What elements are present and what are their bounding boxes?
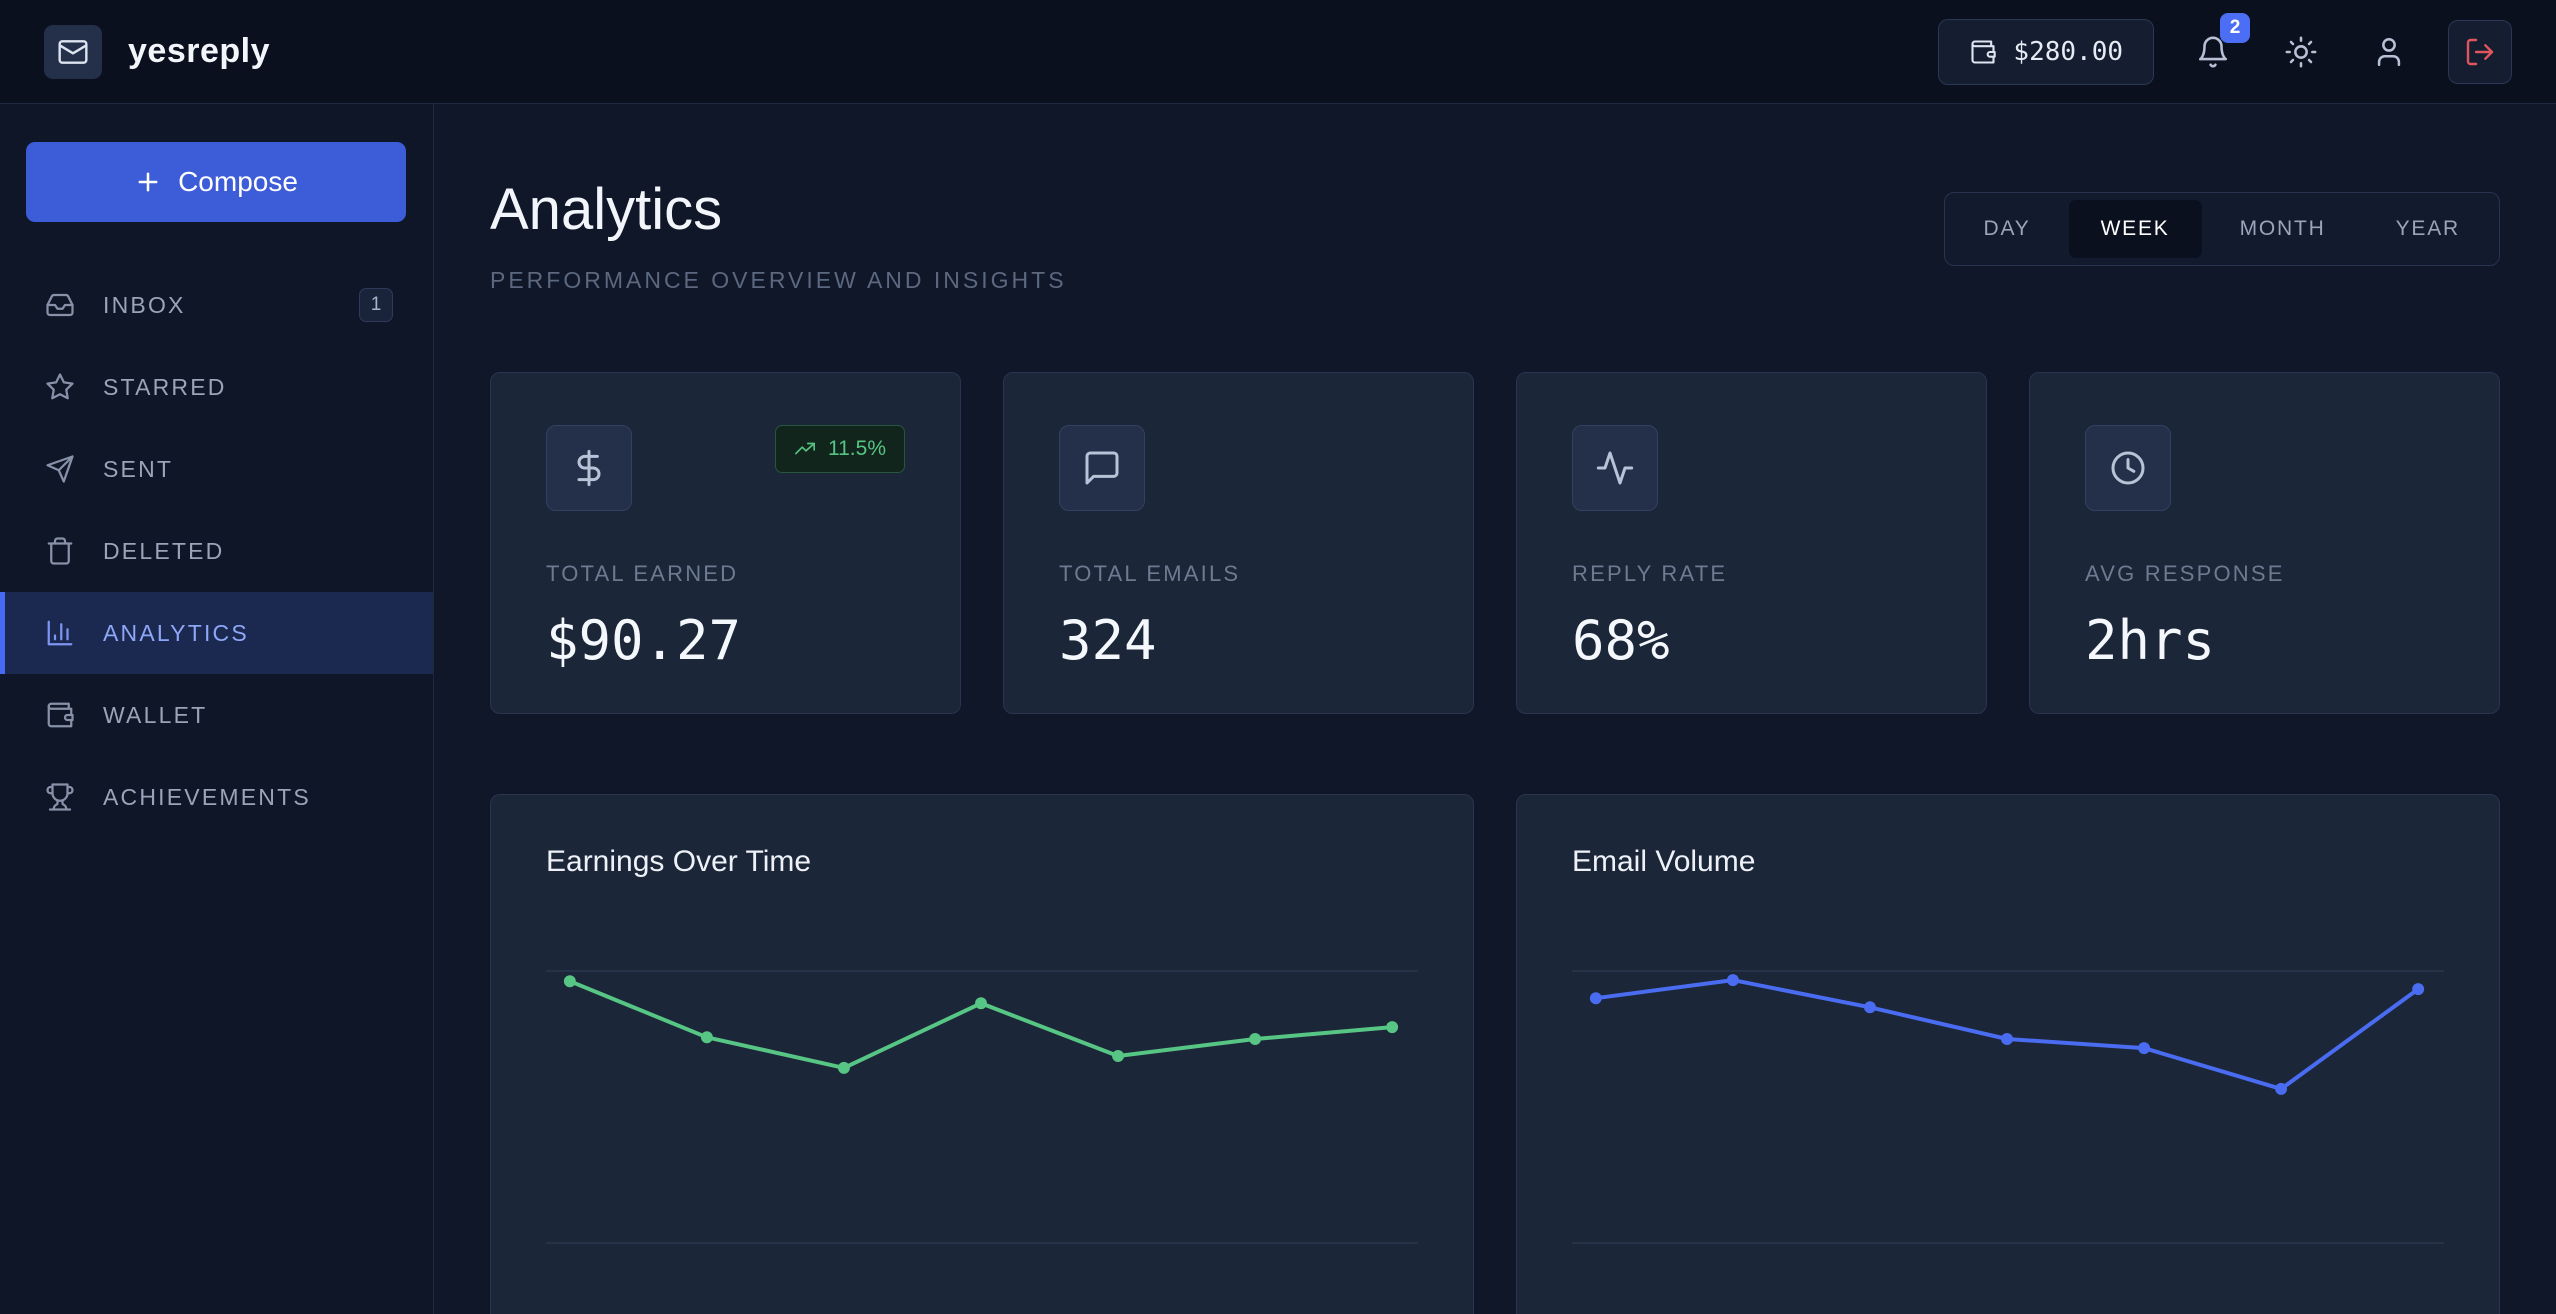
period-option-month[interactable]: MONTH: [2239, 217, 2326, 240]
notification-count-badge: 2: [2220, 12, 2250, 43]
stat-card-reply-rate: REPLY RATE 68%: [1516, 372, 1987, 714]
user-icon: [2377, 37, 2401, 66]
sidebar-item-deleted[interactable]: DELETED: [0, 510, 433, 592]
mail-icon: [58, 39, 88, 64]
stat-label: AVG RESPONSE: [2085, 561, 2285, 586]
bar-chart-icon: [47, 620, 73, 646]
dollar-icon: [546, 425, 632, 511]
inbox-count-badge: 1: [359, 288, 393, 322]
send-icon: [46, 455, 74, 483]
chart-cards: Earnings Over Time Email Volume: [490, 794, 2500, 1314]
analytics-page: Analytics PERFORMANCE OVERVIEW AND INSIG…: [434, 104, 2556, 1314]
wallet-balance-button[interactable]: $280.00: [1938, 18, 2154, 85]
trophy-icon: [46, 783, 74, 811]
star-icon: [46, 373, 74, 400]
app-logo: [44, 24, 102, 79]
sidebar-item-label: INBOX: [103, 291, 186, 318]
trend-value: 11.5%: [828, 437, 886, 460]
wallet-icon: [47, 702, 74, 728]
sidebar-item-label: DELETED: [103, 537, 225, 564]
theme-toggle-button[interactable]: [2272, 23, 2330, 81]
stat-label: TOTAL EARNED: [546, 561, 739, 586]
period-option-week[interactable]: WEEK: [2068, 200, 2202, 258]
wallet-icon: [1971, 39, 1997, 64]
bell-icon: [2198, 36, 2228, 67]
notifications-button[interactable]: 2: [2184, 12, 2250, 81]
period-option-year[interactable]: YEAR: [2395, 217, 2460, 240]
sidebar-item-inbox[interactable]: INBOX 1: [0, 264, 433, 346]
plus-icon: [138, 172, 158, 192]
wallet-balance: $280.00: [2013, 36, 2123, 67]
chart-title: Earnings Over Time: [546, 845, 812, 878]
trash-icon: [47, 537, 73, 565]
chart-title: Email Volume: [1572, 845, 1756, 878]
inbox-icon: [46, 293, 74, 317]
sidebar: Compose INBOX 1 STARRED SENT: [0, 104, 434, 1314]
logout-icon: [2466, 38, 2494, 65]
sidebar-nav: INBOX 1 STARRED SENT DELETED ANALY: [0, 264, 433, 838]
profile-button[interactable]: [2360, 23, 2418, 81]
stat-label: TOTAL EMAILS: [1059, 561, 1241, 586]
stat-label: REPLY RATE: [1572, 561, 1728, 586]
period-option-day[interactable]: DAY: [1983, 217, 2031, 240]
page-subtitle: PERFORMANCE OVERVIEW AND INSIGHTS: [490, 267, 1067, 293]
stat-value: 324: [1059, 609, 1157, 672]
logout-button[interactable]: [2448, 19, 2512, 84]
sidebar-item-wallet[interactable]: WALLET: [0, 674, 433, 756]
app-title: yesreply: [128, 32, 270, 70]
trend-up-icon: [795, 442, 815, 455]
sidebar-item-analytics[interactable]: ANALYTICS: [0, 592, 433, 674]
sidebar-item-label: ANALYTICS: [103, 619, 249, 646]
sidebar-item-label: SENT: [103, 455, 174, 482]
stat-value: $90.27: [546, 609, 742, 672]
stat-value: 68%: [1572, 609, 1670, 672]
sidebar-item-label: WALLET: [103, 701, 208, 728]
page-title: Analytics: [490, 177, 723, 242]
topbar: yesreply $280.00 2: [0, 0, 2556, 104]
chart-card-email-volume: Email Volume: [1516, 794, 2500, 1314]
stat-card-total-emails: TOTAL EMAILS 324: [1003, 372, 1474, 714]
topbar-actions: $280.00 2: [1938, 12, 2512, 85]
sidebar-item-sent[interactable]: SENT: [0, 428, 433, 510]
trend-badge: 11.5%: [775, 425, 905, 473]
sidebar-item-label: STARRED: [103, 373, 227, 400]
brand: yesreply: [44, 24, 270, 79]
earnings-line-chart: [546, 970, 1418, 1244]
stat-value: 2hrs: [2085, 609, 2216, 672]
activity-icon: [1572, 425, 1658, 511]
sidebar-item-achievements[interactable]: ACHIEVEMENTS: [0, 756, 433, 838]
chart-card-earnings: Earnings Over Time: [490, 794, 1474, 1314]
email-volume-line-chart: [1572, 970, 2444, 1244]
period-toggle: DAY WEEK MONTH YEAR: [1943, 192, 2500, 266]
sidebar-item-label: ACHIEVEMENTS: [103, 783, 311, 810]
stat-card-avg-response: AVG RESPONSE 2hrs: [2029, 372, 2500, 714]
sun-icon: [2285, 36, 2317, 67]
sidebar-item-starred[interactable]: STARRED: [0, 346, 433, 428]
stat-card-total-earned: 11.5% TOTAL EARNED $90.27: [490, 372, 961, 714]
stat-cards: 11.5% TOTAL EARNED $90.27 TOTAL EMAILS 3…: [490, 372, 2500, 714]
page-heading: Analytics PERFORMANCE OVERVIEW AND INSIG…: [490, 176, 1067, 294]
chat-icon: [1059, 425, 1145, 511]
clock-icon: [2085, 425, 2171, 511]
compose-button[interactable]: Compose: [26, 142, 406, 222]
compose-label: Compose: [178, 166, 298, 197]
